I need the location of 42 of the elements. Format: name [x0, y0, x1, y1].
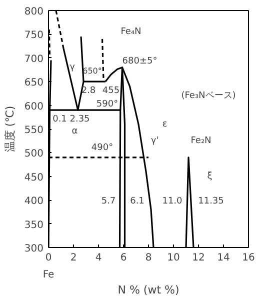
- annotation: Fe₂N: [190, 136, 212, 146]
- x-tick-label: 12: [192, 252, 205, 264]
- annotation: 6.1: [130, 196, 144, 207]
- annotation: 2.35: [70, 114, 90, 125]
- y-tick-label: 500: [24, 148, 44, 160]
- x-tick-label: 16: [242, 252, 255, 264]
- x-axis-title: N % (wt %): [118, 284, 180, 296]
- y-tick-label: 550: [24, 125, 44, 136]
- y-axis-title: 温度 (℃): [3, 106, 16, 152]
- y-tick-label: 800: [24, 6, 44, 18]
- annotation: α: [72, 126, 78, 136]
- annotation: 455: [102, 86, 120, 96]
- annotation: γ': [150, 136, 159, 146]
- text: Fe: [42, 270, 54, 280]
- x-tick-label: 6: [120, 252, 127, 264]
- y-tick-label: 600: [24, 101, 44, 112]
- x-tick-label: 2: [70, 252, 77, 264]
- x-tick-label: 8: [145, 252, 152, 264]
- x-tick-label: 0: [45, 252, 52, 264]
- annotation: 2.8: [81, 86, 96, 96]
- y-tick-label: 650: [24, 78, 44, 89]
- annotation: 0.1: [52, 114, 67, 125]
- x-tick-label: 4: [95, 252, 102, 264]
- annotation: 680±5°: [122, 56, 158, 67]
- annotation: 11.0: [162, 196, 183, 207]
- y-tick-label: 350: [24, 220, 44, 231]
- y-tick-label: 400: [24, 196, 44, 208]
- annotation: ε: [162, 119, 168, 130]
- x-tick-label: 10: [167, 252, 180, 264]
- annotation: 490°: [91, 142, 114, 153]
- annotation: Fe₄N: [120, 26, 142, 37]
- annotation: γ: [70, 62, 76, 72]
- y-tick-label: 450: [24, 172, 44, 184]
- annotation: 11.35: [198, 196, 224, 207]
- y-tick-label: 700: [24, 54, 44, 65]
- annotation: ξ: [207, 171, 212, 182]
- annotation: 590°: [96, 99, 118, 110]
- y-tick-label: 750: [24, 30, 44, 42]
- x-tick-label: 14: [217, 252, 230, 264]
- annotation: 5.7: [101, 196, 116, 207]
- annotation: (Fe₃Nベース): [181, 90, 236, 101]
- y-tick-label: 300: [24, 244, 44, 254]
